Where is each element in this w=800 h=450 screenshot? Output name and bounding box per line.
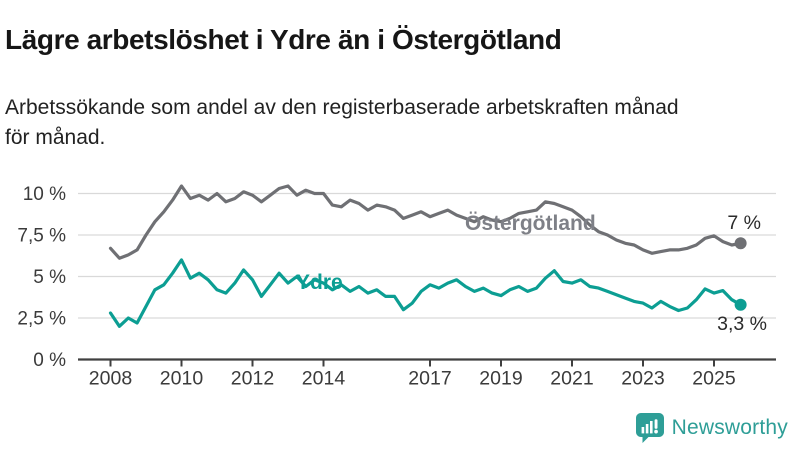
x-tick-label: 2021 [550, 368, 593, 390]
y-tick-label: 0 % [33, 350, 66, 371]
x-tick-label: 2017 [408, 368, 451, 390]
series-label-ostergotland: Östergötland [465, 212, 596, 235]
y-tick-label: 7,5 % [17, 226, 66, 247]
newsworthy-bar-chart-icon [635, 413, 664, 443]
series-line-ostergotland [108, 184, 743, 260]
chart-title: Lägre arbetslöshet i Ydre än i Östergötl… [5, 23, 562, 55]
chart-subtitle: Arbetssökande som andel av den registerb… [5, 96, 679, 150]
x-tick-label: 2014 [302, 368, 346, 390]
series-label-ydre: Ydre [296, 271, 343, 294]
x-tick-label: 2025 [692, 368, 736, 390]
y-tick-label: 2,5 % [17, 309, 66, 330]
x-tick-label: 2010 [160, 368, 204, 390]
y-tick-label: 5 % [33, 267, 66, 288]
x-tick-label: 2012 [231, 368, 274, 390]
end-value-label-ostergotland: 7 % [727, 212, 761, 234]
x-tick-label: 2023 [621, 368, 664, 390]
y-tick-label: 10 % [23, 184, 66, 205]
newsworthy-logo: Newsworthy [635, 410, 788, 446]
end-dot-ostergotland [734, 237, 747, 250]
end-dot-ydre [734, 298, 747, 311]
x-tick-label: 2008 [89, 368, 132, 390]
x-tick-label: 2019 [479, 368, 522, 390]
series-line-ydre [108, 258, 743, 328]
end-value-label-ydre: 3,3 % [717, 313, 767, 335]
newsworthy-wordmark: Newsworthy [671, 416, 788, 439]
